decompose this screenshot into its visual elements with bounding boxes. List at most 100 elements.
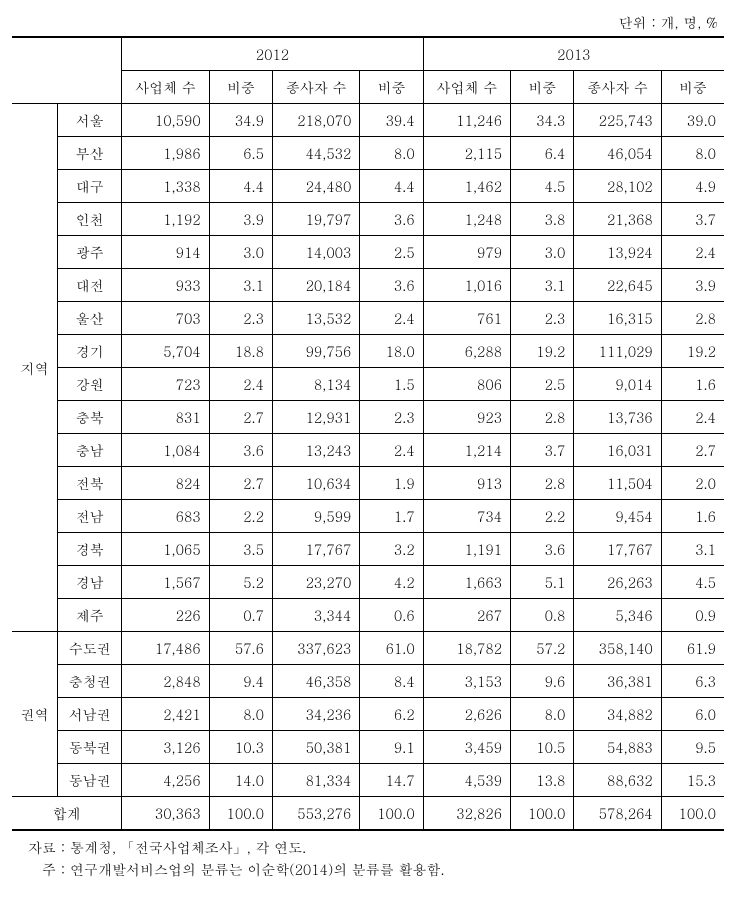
cell-value: 3,344 (272, 599, 359, 632)
cell-value: 11,246 (423, 104, 510, 137)
row-label: 충남 (58, 434, 122, 467)
cell-value: 9.4 (209, 665, 272, 698)
cell-value: 13,736 (574, 401, 661, 434)
cell-value: 1,567 (122, 566, 209, 599)
cell-value: 2.7 (209, 467, 272, 500)
cell-value: 8,134 (272, 368, 359, 401)
row-label: 경기 (58, 335, 122, 368)
cell-value: 1.5 (360, 368, 423, 401)
row-label: 경북 (58, 533, 122, 566)
cell-value: 99,756 (272, 335, 359, 368)
row-label: 광주 (58, 236, 122, 269)
cell-value: 46,358 (272, 665, 359, 698)
cell-value: 9.1 (360, 731, 423, 764)
cell-value: 8.4 (360, 665, 423, 698)
cell-value: 1,338 (122, 170, 209, 203)
cell-value: 3.7 (511, 434, 574, 467)
cell-value: 57.6 (209, 632, 272, 665)
cell-value: 2.4 (360, 434, 423, 467)
cell-value: 17,767 (574, 533, 661, 566)
cell-value: 9,014 (574, 368, 661, 401)
cell-value: 13,532 (272, 302, 359, 335)
cell-value: 3.6 (511, 533, 574, 566)
row-label: 강원 (58, 368, 122, 401)
sub-header: 비중 (209, 71, 272, 104)
cell-value: 3,126 (122, 731, 209, 764)
cell-value: 3.8 (511, 203, 574, 236)
cell-value: 1,663 (423, 566, 510, 599)
row-label: 부산 (58, 137, 122, 170)
footnotes: 자료 : 통계청, 「전국사업체조사」, 각 연도. 주 : 연구개발서비스업의… (12, 837, 724, 879)
cell-value: 16,031 (574, 434, 661, 467)
total-cell: 100.0 (360, 797, 423, 831)
cell-value: 81,334 (272, 764, 359, 797)
row-label: 동북권 (58, 731, 122, 764)
cell-value: 2.4 (209, 368, 272, 401)
cell-value: 5,704 (122, 335, 209, 368)
cell-value: 2,115 (423, 137, 510, 170)
cell-value: 4.4 (360, 170, 423, 203)
cell-value: 22,645 (574, 269, 661, 302)
row-label: 동남권 (58, 764, 122, 797)
cell-value: 4,256 (122, 764, 209, 797)
cell-value: 2,848 (122, 665, 209, 698)
cell-value: 6.3 (661, 665, 724, 698)
row-label: 서남권 (58, 698, 122, 731)
header-blank (12, 37, 122, 104)
cell-value: 15.3 (661, 764, 724, 797)
total-cell: 553,276 (272, 797, 359, 831)
cell-value: 34.9 (209, 104, 272, 137)
cell-value: 2.2 (209, 500, 272, 533)
cell-value: 1,065 (122, 533, 209, 566)
sub-header: 비중 (360, 71, 423, 104)
cell-value: 6.4 (511, 137, 574, 170)
cell-value: 1,986 (122, 137, 209, 170)
cell-value: 3.6 (209, 434, 272, 467)
cell-value: 57.2 (511, 632, 574, 665)
cell-value: 2.0 (661, 467, 724, 500)
cell-value: 0.7 (209, 599, 272, 632)
cell-value: 2.4 (360, 302, 423, 335)
cell-value: 267 (423, 599, 510, 632)
cell-value: 4.5 (661, 566, 724, 599)
cell-value: 3.6 (360, 269, 423, 302)
cell-value: 46,054 (574, 137, 661, 170)
cell-value: 6,288 (423, 335, 510, 368)
cell-value: 1,192 (122, 203, 209, 236)
cell-value: 1,248 (423, 203, 510, 236)
cell-value: 19.2 (661, 335, 724, 368)
cell-value: 14.0 (209, 764, 272, 797)
cell-value: 2.7 (209, 401, 272, 434)
cell-value: 824 (122, 467, 209, 500)
cell-value: 54,883 (574, 731, 661, 764)
cell-value: 2.7 (661, 434, 724, 467)
row-label: 경남 (58, 566, 122, 599)
row-label: 제주 (58, 599, 122, 632)
cell-value: 4.2 (360, 566, 423, 599)
cell-value: 4.5 (511, 170, 574, 203)
cell-value: 1,084 (122, 434, 209, 467)
cell-value: 2.8 (511, 401, 574, 434)
cell-value: 3.1 (661, 533, 724, 566)
cell-value: 111,029 (574, 335, 661, 368)
cell-value: 21,368 (574, 203, 661, 236)
cell-value: 1,462 (423, 170, 510, 203)
sub-header: 비중 (511, 71, 574, 104)
cell-value: 1.6 (661, 500, 724, 533)
cell-value: 18.0 (360, 335, 423, 368)
cell-value: 933 (122, 269, 209, 302)
cell-value: 6.5 (209, 137, 272, 170)
cell-value: 806 (423, 368, 510, 401)
cell-value: 61.0 (360, 632, 423, 665)
total-cell: 100.0 (209, 797, 272, 831)
cell-value: 0.8 (511, 599, 574, 632)
cell-value: 3.2 (360, 533, 423, 566)
cell-value: 831 (122, 401, 209, 434)
cell-value: 4.9 (661, 170, 724, 203)
cell-value: 17,767 (272, 533, 359, 566)
footnote-source: 자료 : 통계청, 「전국사업체조사」, 각 연도. (28, 837, 724, 857)
cell-value: 337,623 (272, 632, 359, 665)
cell-value: 1,191 (423, 533, 510, 566)
cell-value: 2.8 (661, 302, 724, 335)
cell-value: 23,270 (272, 566, 359, 599)
